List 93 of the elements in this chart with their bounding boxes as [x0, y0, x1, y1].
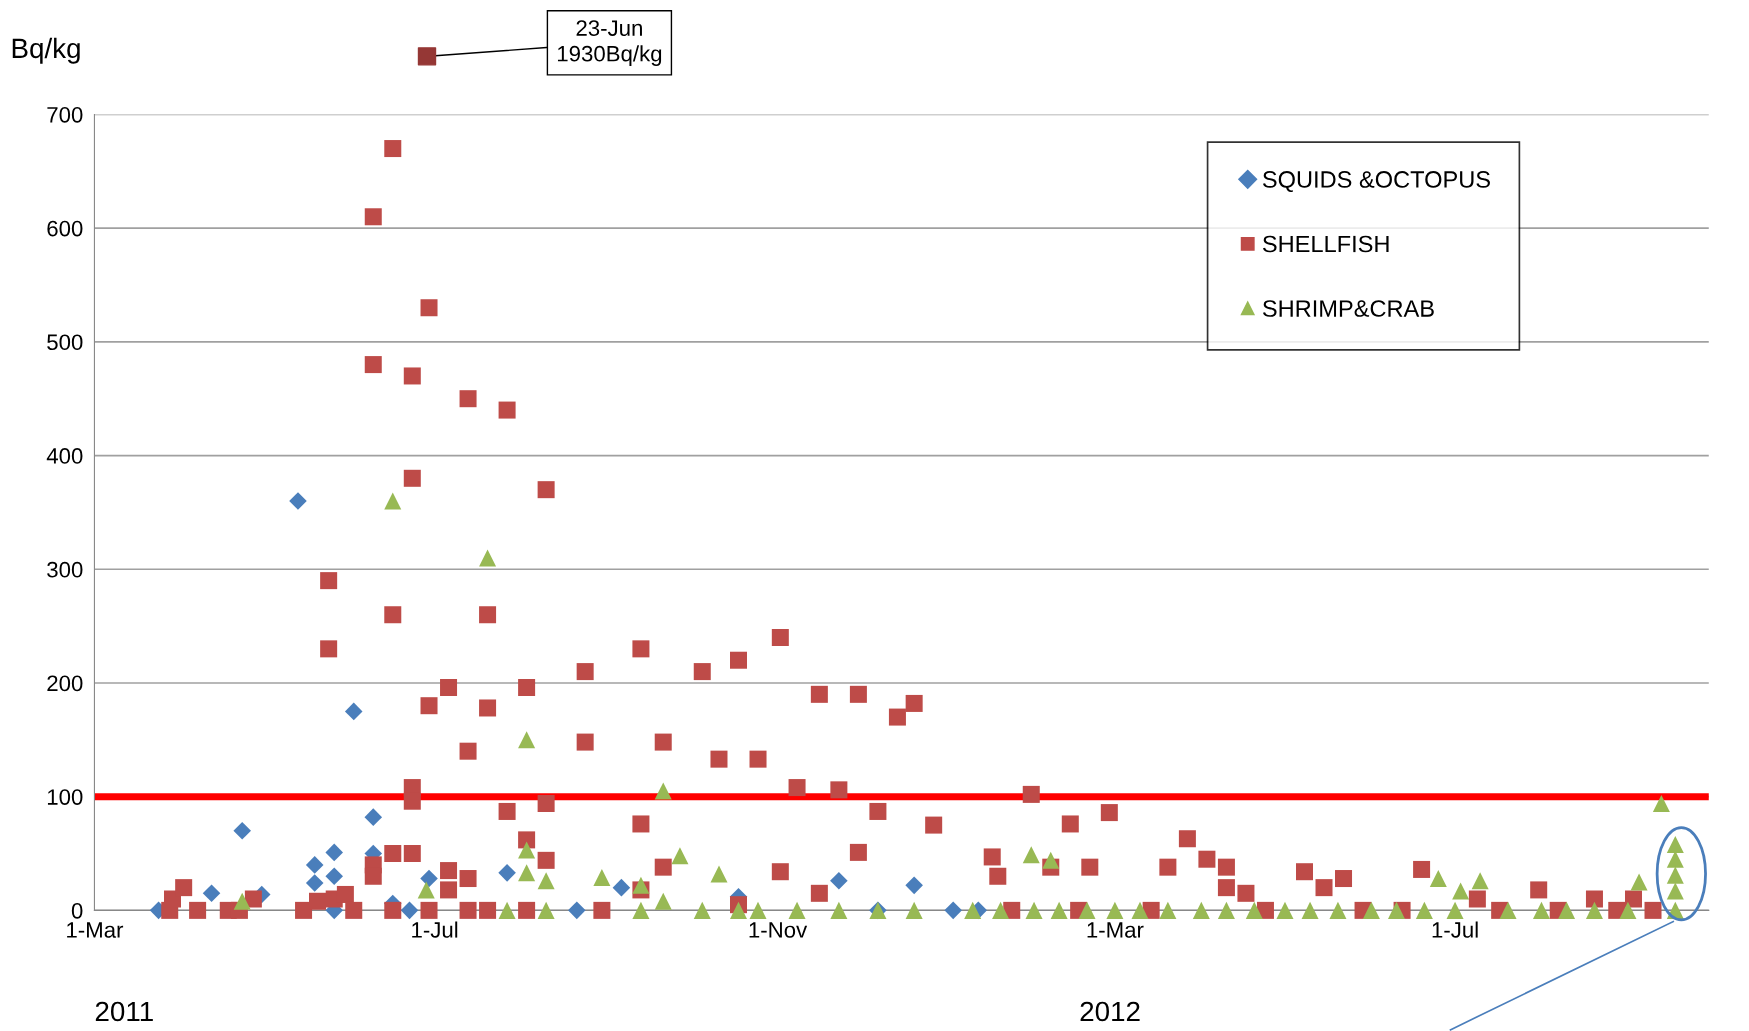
x-tick-label: 1-Jul — [412, 921, 458, 938]
point — [1446, 901, 1464, 919]
point — [1429, 870, 1447, 888]
point — [1022, 846, 1040, 864]
point — [1666, 835, 1684, 853]
point — [593, 868, 611, 886]
point — [1452, 882, 1470, 900]
y-tick-label: 500 — [47, 334, 83, 351]
point — [420, 869, 438, 888]
point — [305, 874, 324, 892]
point — [671, 847, 689, 865]
point — [612, 878, 631, 897]
point — [1025, 901, 1043, 919]
x-tick-label: 1-Mar — [1087, 922, 1144, 938]
point — [1159, 901, 1177, 919]
point — [905, 901, 923, 919]
point — [498, 864, 516, 882]
point — [325, 867, 344, 886]
point — [1532, 901, 1550, 919]
point — [730, 901, 748, 919]
point — [693, 901, 711, 919]
point — [830, 872, 848, 890]
point — [632, 876, 650, 894]
point — [1050, 901, 1068, 919]
point — [1619, 901, 1637, 919]
point — [537, 901, 555, 919]
point — [710, 865, 728, 883]
y-tick-label: 200 — [47, 675, 83, 692]
point — [384, 492, 402, 510]
point — [1362, 901, 1380, 919]
point — [1499, 901, 1517, 919]
point — [1217, 901, 1235, 919]
y-tick-label: 300 — [47, 561, 83, 578]
y-tick-label: 100 — [47, 789, 83, 805]
y-tick-label: 700 — [47, 106, 83, 123]
point — [830, 901, 848, 919]
point — [289, 492, 307, 510]
point — [325, 843, 344, 862]
point — [518, 731, 536, 749]
legend-label: SHELLFISH — [1262, 235, 1389, 253]
text: 2012 — [1080, 1001, 1140, 1022]
legend-label: SQUIDS &OCTOPUS — [1262, 171, 1490, 193]
point — [568, 901, 586, 920]
x-tick-label: 1-Nov — [749, 922, 808, 938]
point — [964, 901, 982, 919]
point — [1630, 873, 1648, 891]
point — [1192, 901, 1210, 919]
y-tick-label: 0 — [71, 902, 83, 919]
point — [1042, 851, 1060, 869]
point — [905, 876, 923, 895]
point — [479, 549, 497, 567]
point — [654, 892, 672, 910]
point — [1276, 901, 1294, 919]
x-tick-label: 1-Mar — [67, 922, 124, 938]
point — [1585, 901, 1603, 919]
point — [1131, 901, 1149, 919]
point — [992, 901, 1010, 919]
y-axis-title: Bq/kg — [12, 37, 80, 64]
text: 23-Jun 1930Bq/kg — [557, 20, 662, 66]
point — [1558, 901, 1576, 919]
point — [400, 901, 419, 920]
point — [1666, 866, 1684, 884]
x-tick-label: 1-Jul — [1432, 921, 1478, 938]
point — [1666, 882, 1684, 900]
point — [305, 856, 324, 874]
point — [1329, 901, 1347, 919]
point — [498, 901, 516, 919]
point — [1106, 901, 1124, 919]
point — [344, 702, 363, 721]
point — [518, 841, 536, 859]
point — [518, 864, 536, 882]
point — [233, 892, 251, 910]
point — [632, 901, 650, 919]
point — [364, 808, 383, 826]
point — [1471, 872, 1489, 890]
y-tick-label: 600 — [47, 220, 83, 237]
point — [202, 884, 221, 903]
point — [537, 872, 555, 890]
point — [1415, 901, 1433, 919]
point — [1652, 794, 1670, 812]
point — [1245, 901, 1263, 919]
point — [1078, 901, 1096, 919]
point — [1387, 901, 1406, 919]
text: 2011 — [95, 1001, 153, 1022]
y-tick-label: 400 — [46, 448, 83, 464]
point — [749, 901, 767, 919]
point — [1301, 901, 1319, 919]
point — [233, 822, 251, 840]
point — [654, 782, 672, 800]
legend-label: SHRIMP&CRAB — [1262, 300, 1434, 317]
point — [944, 901, 962, 920]
point — [417, 881, 435, 899]
point — [788, 901, 806, 919]
